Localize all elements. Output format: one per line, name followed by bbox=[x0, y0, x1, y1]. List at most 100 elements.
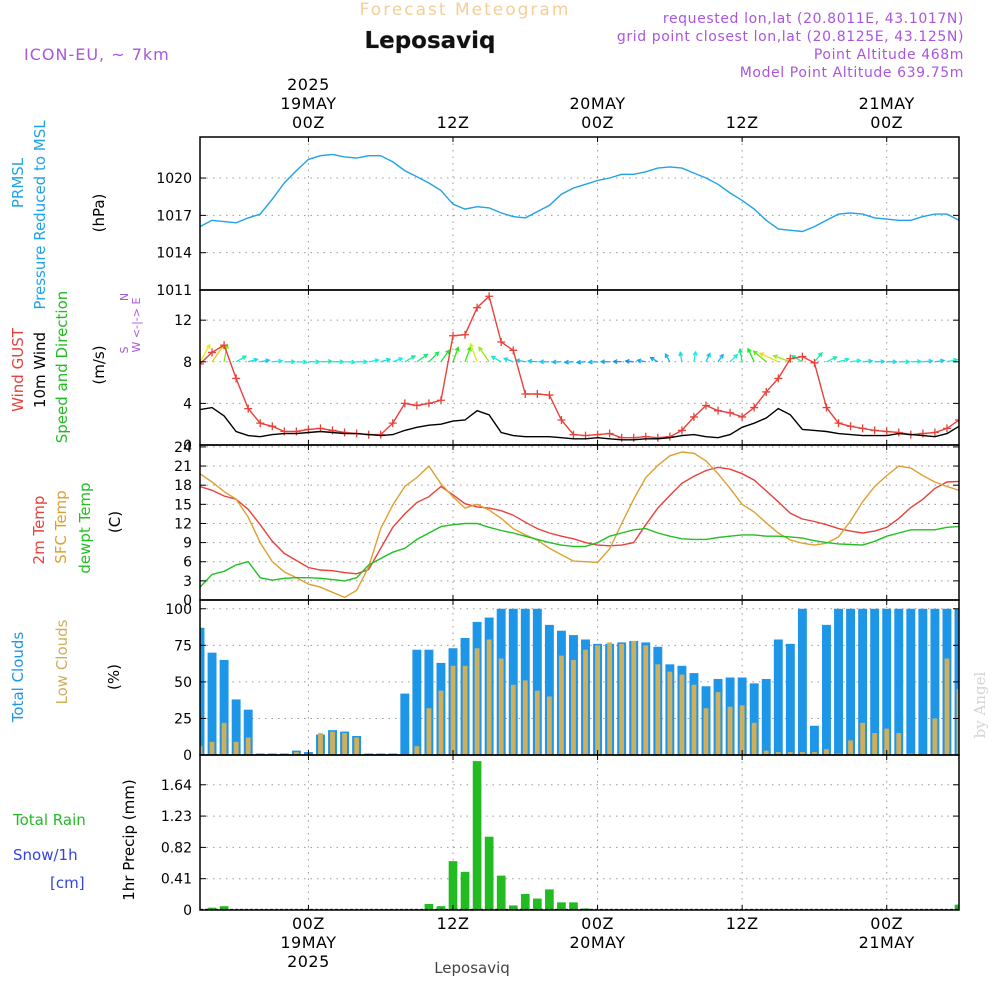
wind-arrow-head bbox=[733, 353, 739, 359]
wind-direction-axis-title: Speed and Direction bbox=[53, 291, 71, 444]
wind-arrow bbox=[862, 358, 874, 364]
total-cloud-bar bbox=[412, 649, 422, 755]
low-cloud-bar bbox=[679, 674, 685, 755]
precip-axis-unit: 1hr Precip (mm) bbox=[120, 779, 138, 900]
wind-arrow-head bbox=[575, 359, 582, 365]
ytick-label: 18 bbox=[174, 478, 192, 494]
low-cloud-bar bbox=[619, 643, 625, 755]
series-line-10m-wind bbox=[200, 406, 959, 441]
wind-arrow bbox=[934, 358, 946, 364]
low-cloud-bar bbox=[775, 752, 781, 755]
chart-panels: 1011101410171020048120369121518212402550… bbox=[9, 75, 1000, 971]
low-cloud-bar bbox=[546, 696, 552, 755]
wind-arrow-head bbox=[772, 354, 778, 360]
gust-marker bbox=[798, 352, 807, 361]
wind-arrow bbox=[898, 359, 911, 365]
wind-arrow-head bbox=[636, 358, 642, 364]
wind-arrow-shaft bbox=[922, 360, 933, 363]
wind-arrow bbox=[612, 359, 622, 365]
wind-arrow-shaft bbox=[850, 359, 861, 363]
time-label-top: 19MAY bbox=[280, 94, 336, 113]
total-cloud-bar bbox=[231, 699, 241, 755]
wind-arrow bbox=[850, 358, 862, 364]
wind-arrow-head bbox=[563, 359, 570, 365]
wind-arrow-shaft bbox=[747, 348, 755, 363]
wind-arrow-shaft bbox=[464, 346, 471, 363]
wind-arrow bbox=[575, 359, 586, 365]
requested-point: requested lon,lat (20.8011E, 43.1017N) bbox=[663, 11, 964, 27]
low-cloud-bar bbox=[534, 690, 540, 755]
ytick-label: 0 bbox=[183, 748, 192, 764]
ytick-label: 0 bbox=[183, 438, 192, 454]
wind-arrow-head bbox=[278, 358, 284, 364]
wind-arrow bbox=[886, 359, 898, 365]
wind-arrow-head bbox=[981, 354, 985, 357]
wind-arrow bbox=[416, 353, 429, 363]
wind-arrow-head bbox=[995, 349, 999, 353]
series-line-dewpt-temp bbox=[200, 522, 959, 588]
wind-arrow-head bbox=[502, 357, 509, 362]
ytick-label: 12 bbox=[174, 313, 192, 329]
clouds-axis-unit: (%) bbox=[105, 664, 123, 690]
wind-arrow bbox=[738, 347, 743, 362]
gust-marker bbox=[461, 330, 470, 339]
wind-arrow-head bbox=[905, 359, 911, 365]
dewpt-axis-title: dewpt Temp bbox=[76, 482, 94, 573]
wind-arrow bbox=[971, 354, 985, 362]
rain-bar bbox=[460, 871, 470, 910]
wind-arrow-shaft bbox=[272, 360, 283, 363]
compass-s-label: S bbox=[118, 346, 131, 353]
gust-marker bbox=[677, 426, 686, 435]
gust-marker bbox=[376, 430, 385, 439]
wind-arrow bbox=[368, 358, 380, 364]
low-cloud-bar bbox=[293, 752, 299, 755]
time-label-top: 2025 bbox=[287, 75, 330, 94]
gust-marker bbox=[509, 346, 518, 355]
total-cloud-bar bbox=[906, 608, 916, 755]
gust-marker bbox=[436, 396, 445, 405]
wind-arrow bbox=[380, 357, 392, 363]
wind-arrow-head bbox=[265, 358, 271, 364]
wind-arrow bbox=[211, 343, 225, 363]
low-cloud-bar bbox=[751, 722, 757, 755]
panel-frame bbox=[199, 444, 960, 601]
low-cloud-bar bbox=[607, 642, 613, 755]
wind-arrow-head bbox=[856, 358, 862, 364]
wind-arrow-head bbox=[678, 350, 684, 357]
location-title: Leposaviq bbox=[364, 28, 495, 54]
wind-arrow bbox=[717, 353, 724, 363]
wind-arrow-shaft bbox=[983, 349, 999, 362]
time-label-bottom: 00Z bbox=[581, 914, 614, 933]
wind-arrow-head bbox=[423, 353, 429, 359]
wind-arrow-head bbox=[398, 357, 404, 362]
time-label-bottom: 12Z bbox=[726, 914, 759, 933]
total-cloud-bar bbox=[243, 709, 253, 755]
total-cloud-bar bbox=[508, 608, 518, 755]
wind-arrow bbox=[910, 359, 923, 365]
wind-arrow-shaft bbox=[791, 355, 803, 363]
low-cloud-bar bbox=[221, 722, 227, 755]
total-cloud-bar bbox=[930, 608, 940, 755]
rain-bar bbox=[967, 886, 976, 910]
wind-arrow-shaft bbox=[404, 355, 416, 363]
wind-arrow bbox=[320, 359, 334, 364]
total-cloud-bar bbox=[797, 608, 807, 755]
wind-arrow-head bbox=[868, 358, 874, 364]
snow-axis-title: Snow/1h bbox=[13, 846, 78, 864]
rain-bar bbox=[207, 907, 217, 910]
ytick-label: 1011 bbox=[156, 283, 192, 299]
series-line-2m-temp bbox=[200, 466, 959, 575]
total-cloud-bar bbox=[834, 608, 843, 755]
gust-marker bbox=[232, 374, 241, 383]
ytick-label: 0 bbox=[183, 593, 192, 609]
rain-bar bbox=[545, 889, 554, 910]
gust-marker bbox=[473, 303, 482, 312]
wind-arrow bbox=[478, 346, 490, 363]
gust-marker bbox=[991, 377, 999, 385]
total-cloud-bar bbox=[991, 609, 1000, 755]
ytick-label: 4 bbox=[183, 396, 192, 412]
low-cloud-bar bbox=[233, 741, 239, 755]
pressure-axis-title-1: PRMSL bbox=[9, 157, 27, 208]
low-cloud-bar bbox=[932, 718, 938, 755]
low-cloud-bar bbox=[200, 746, 203, 755]
